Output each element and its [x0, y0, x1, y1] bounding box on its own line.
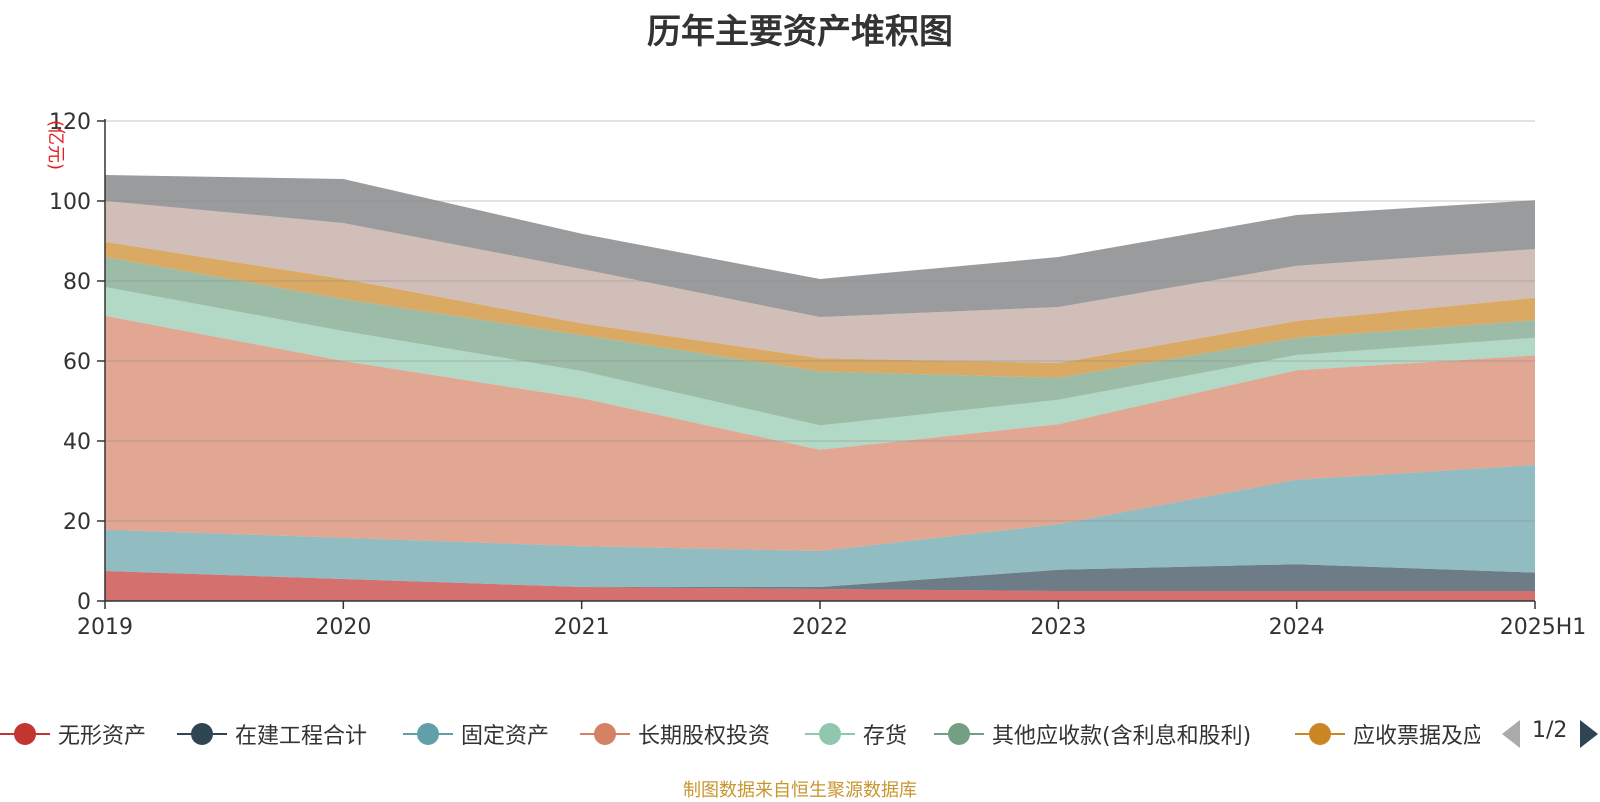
legend-item-1[interactable]: 在建工程合计	[177, 712, 367, 756]
area-series-3	[105, 315, 1535, 551]
legend-items: 无形资产 在建工程合计 固定资产 长期股权投资 存货 其他应收款(含利息和股利) 应收票据及…	[0, 712, 1480, 756]
area-series-5	[105, 257, 1535, 426]
legend-swatch-icon	[580, 719, 630, 749]
y-tick-label-2: 40	[63, 430, 91, 455]
y-tick-label-6: 120	[49, 110, 91, 135]
area-series-7	[105, 201, 1535, 363]
legend-swatch-icon	[805, 719, 855, 749]
legend-item-0[interactable]: 无形资产	[0, 712, 146, 756]
chart-title: 历年主要资产堆积图	[647, 12, 953, 52]
legend-item-3[interactable]: 长期股权投资	[580, 712, 770, 756]
legend-label: 应收票据及应收账款	[1353, 724, 1480, 749]
axis-layer: 0 20 40 60 80 100 120 2019 2020 2021 2022 2023 2024 2…	[49, 110, 1586, 640]
pager-page-text: 1/2	[1532, 718, 1568, 743]
stacked-area-chart: 0 20 40 60 80 100 120 2019 2020 2021 2022 2023 2024 2…	[45, 110, 1586, 640]
legend-label: 长期股权投资	[638, 724, 771, 749]
x-tick-label-3: 2022	[792, 615, 848, 640]
legend-label: 在建工程合计	[235, 724, 368, 749]
y-tick-label-1: 20	[63, 510, 91, 535]
legend-item-2[interactable]: 固定资产	[403, 712, 549, 756]
legend-swatch-icon	[1295, 719, 1345, 749]
legend-label: 其他应收款(含利息和股利)	[992, 724, 1252, 749]
legend-label: 固定资产	[461, 724, 550, 749]
legend-pager: 1/2	[1502, 712, 1600, 756]
x-tick-label-5: 2024	[1269, 615, 1325, 640]
y-tick-label-4: 80	[63, 270, 91, 295]
y-tick-label-5: 100	[49, 190, 91, 215]
legend-label: 存货	[863, 724, 908, 749]
source-note: 制图数据来自恒生聚源数据库	[683, 780, 917, 801]
grid-layer	[105, 120, 1535, 522]
area-series-2	[105, 465, 1535, 587]
area-series-0	[105, 571, 1535, 601]
x-tick-label-4: 2023	[1030, 615, 1086, 640]
legend-item-4[interactable]: 存货	[805, 712, 907, 756]
y-tick-label-3: 60	[63, 350, 91, 375]
x-tick-label-1: 2020	[315, 615, 371, 640]
legend-swatch-icon	[934, 719, 984, 749]
pager-next-icon[interactable]	[1580, 720, 1598, 748]
area-series-4	[105, 287, 1535, 450]
areas-layer	[105, 175, 1535, 601]
area-series-6	[105, 241, 1535, 378]
legend-swatch-icon	[0, 719, 50, 749]
x-tick-label-6: 2025H1	[1500, 615, 1587, 640]
legend-swatch-icon	[177, 719, 227, 749]
legend-item-5[interactable]: 其他应收款(含利息和股利)	[934, 712, 1251, 756]
y-unit-label: (亿元)	[45, 120, 66, 170]
legend: 无形资产 在建工程合计 固定资产 长期股权投资 存货 其他应收款(含利息和股利) 应收票据及…	[0, 712, 1600, 756]
legend-label: 无形资产	[58, 724, 147, 749]
area-series-1	[105, 564, 1535, 591]
x-tick-label-0: 2019	[77, 615, 133, 640]
pager-prev-icon[interactable]	[1502, 720, 1520, 748]
y-tick-label-0: 0	[77, 590, 91, 615]
x-tick-label-2: 2021	[554, 615, 610, 640]
legend-swatch-icon	[403, 719, 453, 749]
legend-item-6[interactable]: 应收票据及应收账款	[1295, 712, 1480, 756]
